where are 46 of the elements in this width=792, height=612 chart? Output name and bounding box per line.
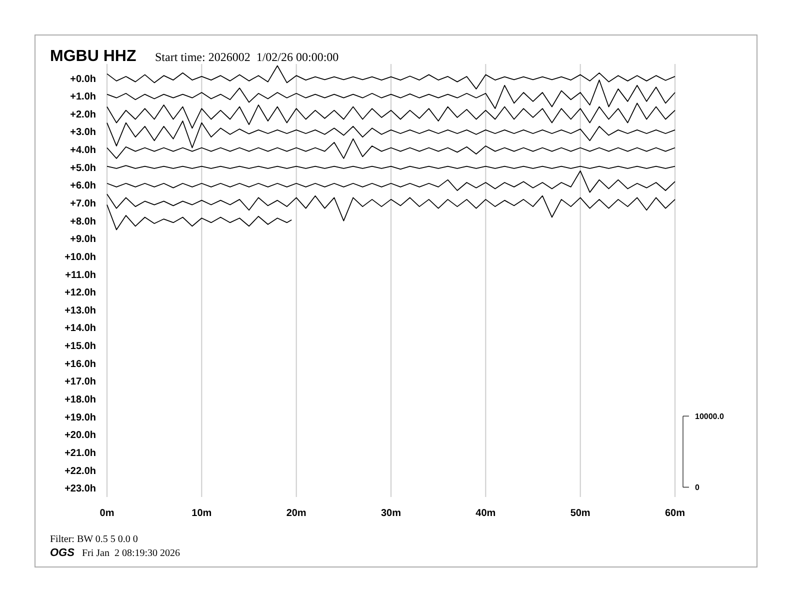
y-tick-label: +23.0h [64,484,96,495]
x-tick-label: 20m [286,508,306,519]
text: OGS [50,547,76,559]
x-tick-label: 30m [380,508,402,519]
y-tick-label: +2.0h [70,109,96,120]
y-tick-label: +22.0h [64,466,96,477]
x-tick-label: 10m [192,508,212,519]
y-tick-label: +5.0h [70,162,96,174]
y2-tick-label: 10000.0 [695,412,724,421]
y2-tick-label: 0 [695,482,700,492]
y-tick-label: +8.0h [70,216,96,228]
y-tick-label: +6.0h [70,180,96,192]
y-tick-label: +10.0h [64,252,96,263]
line-series [106,80,676,109]
y-tick-label: +0.0h [70,74,96,85]
x-tick-label: 40m [476,508,496,519]
y-tick-label: +4.0h [70,145,96,156]
line-series [106,65,676,90]
y-tick-label: +20.0h [64,430,96,442]
y-tick-label: +16.0h [64,358,96,370]
y-tick-label: +9.0h [70,234,96,246]
y-tick-label: +3.0h [70,127,96,138]
y-tick-label: +21.0h [64,448,96,459]
y-tick-label: +15.0h [64,341,96,352]
x-tick-label: 0m [100,508,114,519]
y-tick-label: +7.0h [70,198,96,210]
y-tick-label: +11.0h [65,270,96,281]
text: Filter: BW 0.5 5 0.0 0 [50,534,138,545]
y-tick-label: +18.0h [64,394,96,406]
line-series [106,120,676,148]
y-tick-label: +17.0h [64,376,96,388]
y-tick-label: +1.0h [70,92,96,103]
line-series [106,170,676,193]
x-tick-label: 60m [664,508,686,519]
line-series [106,204,292,230]
chart-title: MGBU HHZ [50,48,136,65]
y-tick-label: +12.0h [64,288,96,299]
line-series [106,194,676,222]
y-tick-label: +19.0h [64,412,96,424]
line-series [106,102,676,129]
y-tick-label: +14.0h [64,323,96,334]
y-tick-label: +13.0h [64,305,96,316]
text: Fri Jan 2 08:19:30 2026 [82,548,180,559]
line-series [106,138,676,159]
x-tick-label: 50m [570,508,590,519]
chart-subtitle: Start time: 2026002 1/02/26 00:00:00 [155,50,339,64]
